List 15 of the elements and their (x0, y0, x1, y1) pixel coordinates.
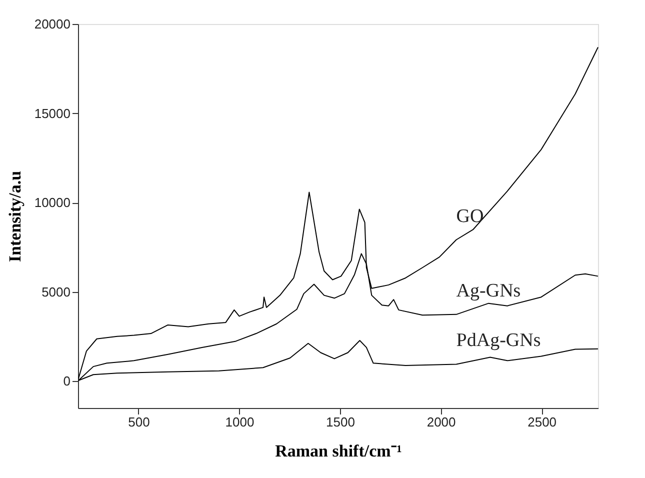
x-tick-label: 2500 (528, 414, 557, 430)
x-tick-label: 2000 (426, 414, 456, 430)
y-axis-title: Intensity/a.u (5, 170, 24, 262)
y-tick-label: 10000 (34, 195, 70, 210)
y-tick-label: 0 (63, 374, 70, 389)
series-label: GO (456, 206, 484, 227)
y-tick-label: 15000 (34, 106, 70, 121)
x-tick-label: 500 (128, 414, 150, 430)
x-tick-label: 1000 (225, 414, 254, 430)
series-label: PdAg-GNs (456, 330, 541, 352)
y-tick-label: 20000 (34, 16, 70, 32)
x-tick-label: 1500 (326, 414, 355, 430)
x-axis-title: Raman shift/cm⁻¹ (275, 442, 402, 460)
series-label: Ag-GNs (456, 280, 521, 302)
y-tick-label: 5000 (42, 284, 70, 300)
